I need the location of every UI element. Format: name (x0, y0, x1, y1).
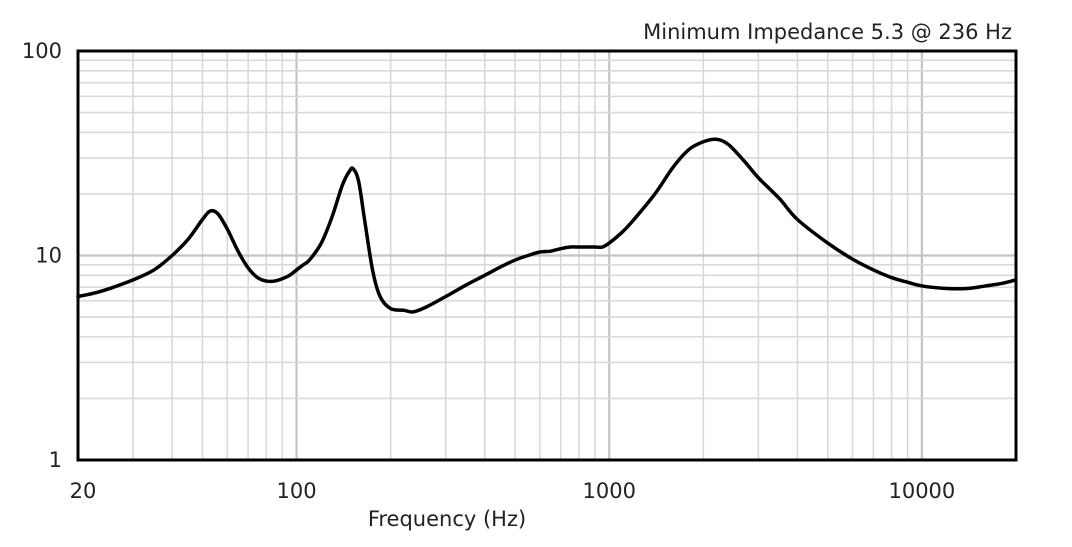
min-impedance-annotation: Minimum Impedance 5.3 @ 236 Hz (643, 20, 1012, 44)
x-tick-label: 1000 (582, 479, 635, 503)
y-tick-label: 1 (49, 448, 62, 472)
y-tick-labels: 1 10 100 (22, 39, 62, 472)
y-tick-label: 100 (22, 39, 62, 63)
x-tick-label: 20 (70, 479, 97, 503)
x-tick-label: 100 (276, 479, 316, 503)
x-tick-labels: 20 100 1000 10000 (70, 479, 956, 503)
plot-frame (76, 49, 1018, 462)
grid (78, 51, 1016, 460)
x-axis-label: Frequency (Hz) (368, 507, 526, 531)
impedance-curve (76, 137, 1018, 314)
y-tick-label: 10 (35, 244, 62, 268)
x-tick-label: 10000 (888, 479, 955, 503)
